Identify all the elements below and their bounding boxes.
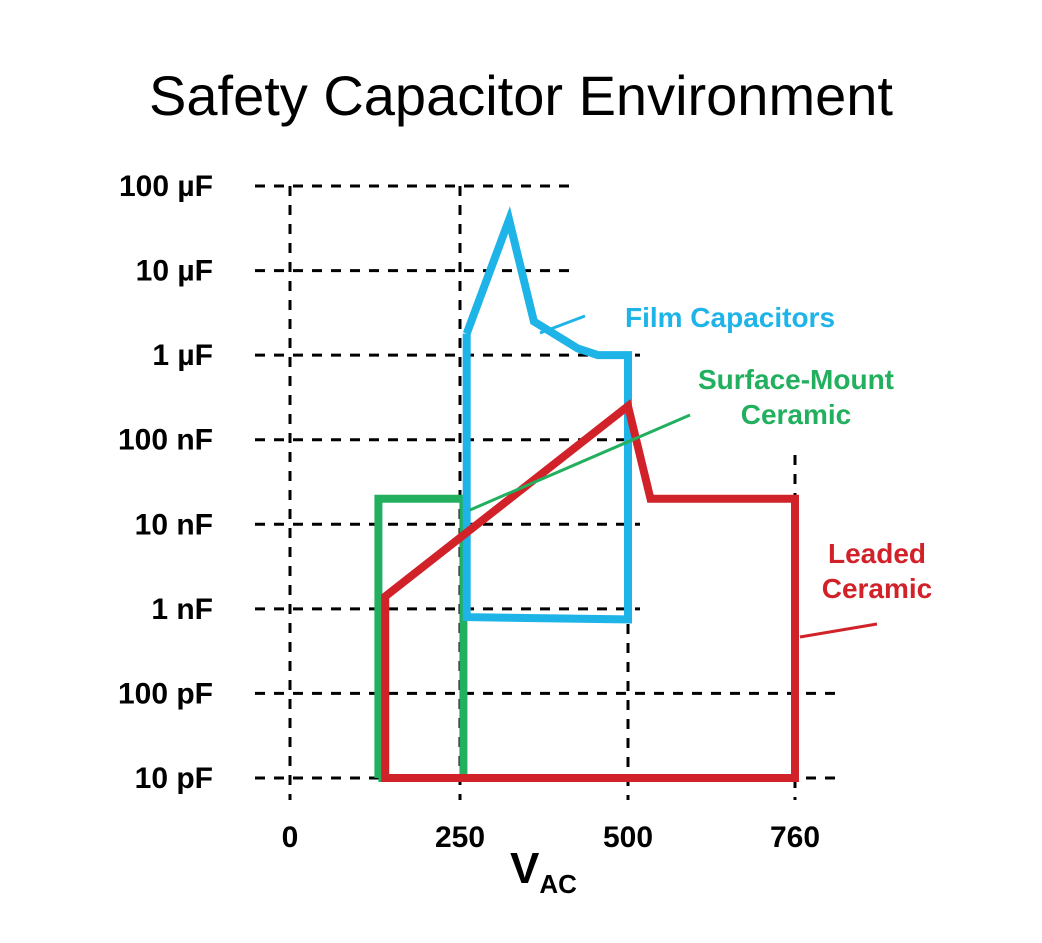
- chart-title: Safety Capacitor Environment: [149, 64, 893, 127]
- series-outline-film-capacitors: [462, 206, 632, 624]
- series-labels: Film Capacitors Surface-Mount Ceramic Leade…: [469, 302, 933, 639]
- x-tick-label: 500: [603, 821, 653, 854]
- x-axis-label-main: V: [510, 844, 540, 893]
- series-label-surface-mount-ceramic: Surface-Mount: [698, 364, 894, 395]
- x-tick-label: 760: [770, 821, 820, 854]
- x-axis-label-subscript: AC: [539, 869, 577, 899]
- y-tick-label: 10 µF: [136, 255, 213, 288]
- series-label-leaded-ceramic: Leaded: [828, 538, 926, 569]
- x-tick-label: 0: [282, 821, 299, 854]
- series-outline-leaded-ceramic: [381, 399, 799, 782]
- grid-lines: [255, 184, 840, 800]
- x-axis-label: VAC: [510, 844, 577, 899]
- y-tick-label: 10 nF: [135, 508, 213, 541]
- y-tick-label: 10 pF: [135, 762, 213, 795]
- tick-labels: 10 pF 100 pF 1 nF 10 nF 100 nF 1 µF 10 µF 100 µ…: [118, 170, 820, 854]
- series-label-leaded-ceramic: Ceramic: [822, 573, 933, 604]
- y-tick-label: 100 pF: [118, 677, 213, 710]
- leader-line-film-capacitors: [539, 314, 586, 335]
- series-label-film-capacitors: Film Capacitors: [625, 302, 835, 333]
- leader-line-surface-mount-ceramic: [469, 413, 691, 512]
- y-tick-label: 1 µF: [152, 339, 213, 372]
- y-tick-label: 100 nF: [118, 424, 213, 457]
- leader-line-leaded-ceramic: [799, 622, 878, 639]
- series-label-surface-mount-ceramic: Ceramic: [741, 399, 852, 430]
- y-tick-label: 100 µF: [119, 170, 213, 203]
- x-tick-label: 250: [435, 821, 485, 854]
- series-layer: [374, 206, 799, 782]
- y-tick-label: 1 nF: [151, 593, 213, 626]
